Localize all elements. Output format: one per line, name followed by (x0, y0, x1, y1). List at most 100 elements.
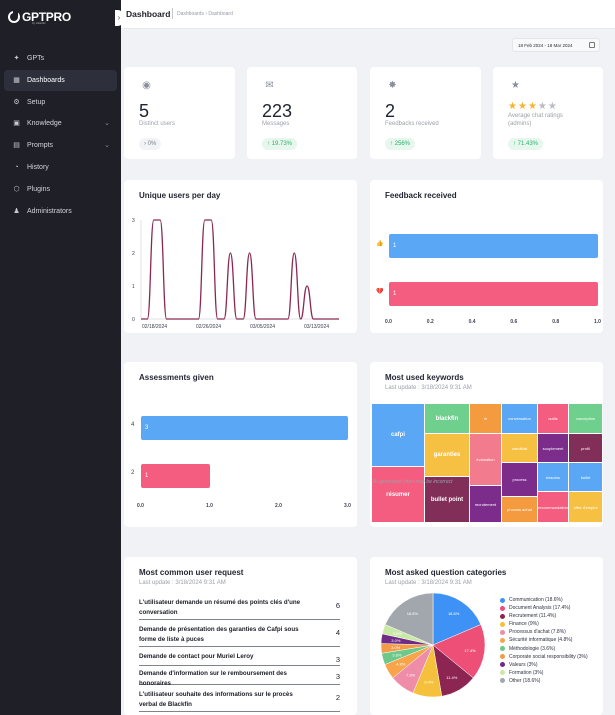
chart-subtitle: Last update : 3/18/2024 9:31 AM (385, 385, 472, 391)
legend-item: Document Analysis (17.4%) (500, 604, 588, 612)
x-tick-label: 1.0 (206, 503, 213, 509)
prompt-icon: ▤ (13, 142, 20, 150)
request-text: Demande de contact pour Muriel Leroy (139, 653, 254, 660)
sidebar-item-label: Plugins (27, 185, 50, 193)
x-tick-label: 03/13/2024 (304, 324, 329, 330)
treemap-cell: recommandation (538, 492, 568, 522)
y-category-label: 4 (131, 422, 135, 428)
sidebar: GPTPRO by Atlantic ✦ GPTs ▦ Dashboards ⚙ Se… (0, 0, 123, 715)
legend-item: Other (18.6%) (500, 677, 588, 685)
x-tick-label: 0.8 (552, 319, 560, 325)
request-text: Demande de présentation des garanties de… (139, 626, 299, 643)
category-legend: Communication (18.6%) Document Analysis (… (500, 596, 588, 685)
legend-label: Communication (18.6%) (509, 597, 563, 603)
sidebar-item-label: Administrators (27, 207, 72, 215)
legend-dot (500, 613, 505, 619)
treemap-cell: bullet (569, 463, 602, 491)
collapse-sidebar-button[interactable]: › (115, 10, 123, 26)
kpi-label: Messages (262, 121, 290, 127)
sidebar-item-label: History (27, 163, 49, 171)
pie-slice (384, 592, 434, 646)
kpi-label: Distinct users (139, 121, 176, 127)
x-tick-label: 02/26/2024 (196, 324, 221, 330)
unique-users-line-svg: 3 2 1 0 02/18/2024 02/26/2024 03/05/2024 03/13/… (132, 218, 339, 330)
treemap-cell: évaluation (470, 434, 501, 485)
sidebar-item-dashboards[interactable]: ▦ Dashboards (4, 69, 117, 91)
dashboard-icon: ▦ (13, 76, 20, 84)
book-icon: ▣ (13, 120, 20, 128)
request-text: L'utilisateur souhaite des informations … (139, 691, 293, 708)
legend-dot (500, 638, 505, 644)
logo-mark-icon (8, 11, 20, 23)
legend-label: Document Analysis (17.4%) (509, 605, 571, 612)
sidebar-item-administrators[interactable]: ♟ Administrators (4, 201, 117, 222)
sidebar-item-gpts[interactable]: ✦ GPTs (4, 48, 117, 69)
chart-title: Assessments given (139, 373, 214, 382)
calendar-icon[interactable] (589, 42, 595, 48)
request-row: L'utilisateur souhaite des informations … (139, 690, 340, 712)
legend-item: Valeurs (3%) (500, 661, 588, 669)
gptpro-logo[interactable]: GPTPRO (8, 10, 71, 24)
legend-label: Recrutement (11.4%) (509, 613, 557, 620)
sidebar-item-setup[interactable]: ⚙ Setup (4, 92, 117, 113)
request-count: 4 (335, 628, 340, 637)
chart-title: Most used keywords (385, 373, 464, 382)
header-divider (172, 8, 173, 19)
legend-item: Processus d'achat (7.8%) (500, 628, 588, 636)
legend-dot (500, 670, 505, 676)
chevron-down-icon[interactable]: ⌄ (104, 142, 110, 150)
categories-chart: Most asked question categories Last upda… (370, 557, 603, 715)
treemap-cell: besoins (538, 463, 568, 491)
rating-star-icon: ★ (517, 101, 527, 112)
date-range-text: 18 Feb 2024 - 18 Mar 2024 (518, 43, 573, 48)
legend-item: Recrutement (11.4%) (500, 612, 588, 620)
unique-users-chart: Unique users per day 3 2 1 0 02/18/2024 02/26… (124, 180, 357, 333)
sidebar-item-prompts[interactable]: ▤ Prompts ⌄ (4, 135, 117, 156)
chart-title: Feedback received (385, 191, 457, 200)
treemap-cell: bullet point (425, 477, 469, 522)
feedback-chart: Feedback received 👍 1 💔 1 0.0 0.2 0.4 0.6 0.8 1.0 (370, 180, 603, 333)
x-tick-label: 0.0 (385, 319, 392, 325)
topbar: Dashboard Dashboards › Dashboard (121, 0, 615, 29)
bot-icon: ✦ (13, 55, 20, 62)
date-range-picker[interactable]: 18 Feb 2024 - 18 Mar 2024 (512, 38, 600, 52)
star-icon: ★ (511, 80, 520, 91)
pie-slice (432, 624, 486, 679)
treemap-cell: profil (569, 434, 602, 462)
sidebar-item-history[interactable]: ◔ History (4, 157, 117, 178)
legend-label: Méthodologie (3.6%) (509, 645, 556, 652)
chart-subtitle: Last update : 3/18/2024 9:31 AM (385, 580, 472, 586)
kpi-card-distinct-users: ◉ 5 Distinct users › 0% (124, 67, 235, 159)
sidebar-item-plugins[interactable]: ⬡ Plugins (4, 179, 117, 200)
sidebar-item-knowledge[interactable]: ▣ Knowledge ⌄ (4, 113, 117, 134)
treemap-cell: outils (538, 404, 568, 433)
pie-slice-label: 9.0% (424, 680, 434, 685)
legend-label: Finance (9%) (509, 621, 539, 628)
x-tick-label: 0.0 (137, 503, 144, 509)
kpi-card-chat-ratings: ★ ★ ★ ★ ★ ★ Average chat ratings (admins) ↑ … (493, 67, 603, 159)
pie-slice-label: 3.0% (393, 631, 403, 636)
treemap-cell: conception (569, 404, 602, 433)
legend-dot (500, 662, 505, 668)
plugin-icon: ⬡ (13, 185, 20, 193)
kpi-card-messages: ✉ 223 Messages ↑ 19.73% (247, 67, 357, 159)
legend-label: Sécurité informatique (4.8%) (509, 637, 573, 644)
rating-stars: ★ ★ ★ ★ ★ (508, 101, 557, 112)
admin-icon: ♟ (13, 207, 20, 215)
treemap-cell: candidat (502, 434, 537, 462)
treemap-cell: offre d'emploi (569, 492, 602, 522)
legend-item: Sécurité informatique (4.8%) (500, 636, 588, 644)
legend-label: Corporate social responsibility (3%) (509, 653, 588, 660)
ai-disclaimer: AI generated chart may be incorrect (373, 479, 453, 485)
legend-label: Formation (3%) (509, 669, 544, 676)
gear-icon: ⚙ (13, 98, 20, 106)
request-row: Demande d'information sur le rembourseme… (139, 669, 340, 687)
bar: 1 (389, 234, 598, 258)
pie-slice-label: 3.6% (392, 653, 402, 658)
request-row: Demande de contact pour Muriel Leroy 3 (139, 652, 340, 666)
kpi-label: Feedbacks received (385, 121, 439, 127)
chevron-down-icon[interactable]: ⌄ (104, 120, 110, 128)
treemap-cell: process achat (502, 497, 537, 522)
request-count: 3 (335, 672, 340, 681)
treemap-cell: process (502, 463, 537, 496)
